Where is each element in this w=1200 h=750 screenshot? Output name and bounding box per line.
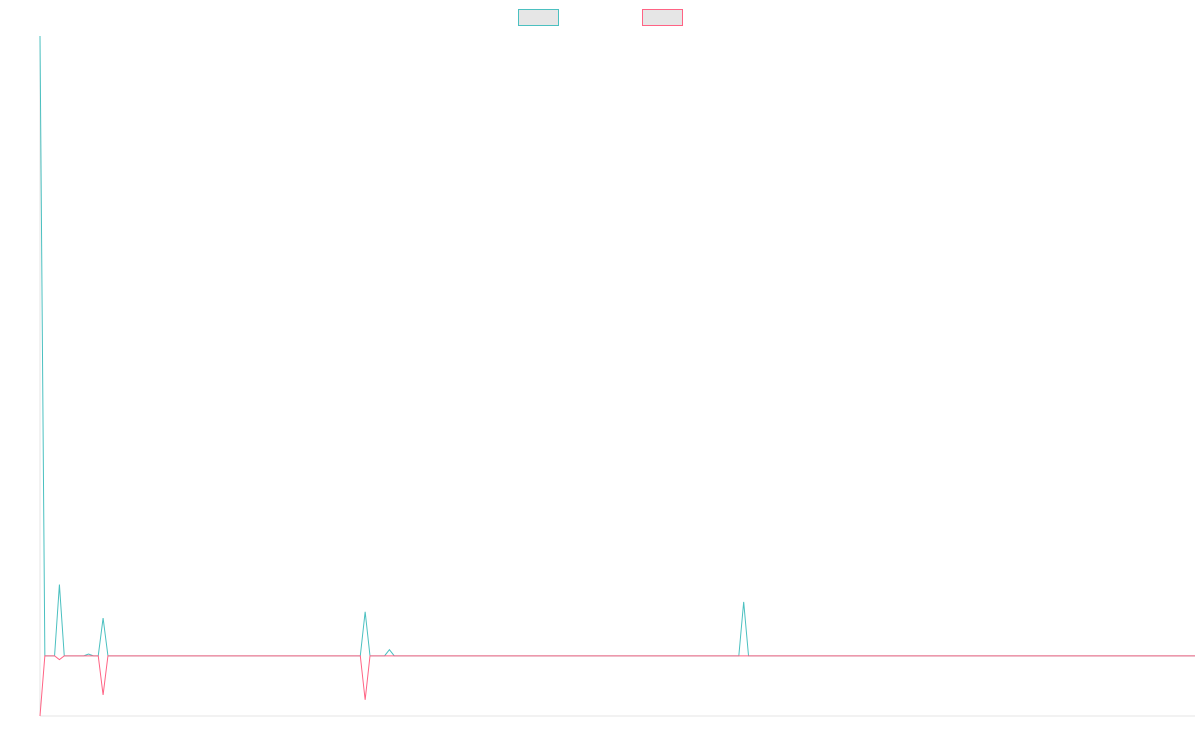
data-line [39, 35, 1195, 657]
legend-swatch [642, 9, 683, 26]
legend-swatch [518, 9, 559, 26]
data-line [39, 655, 1195, 717]
